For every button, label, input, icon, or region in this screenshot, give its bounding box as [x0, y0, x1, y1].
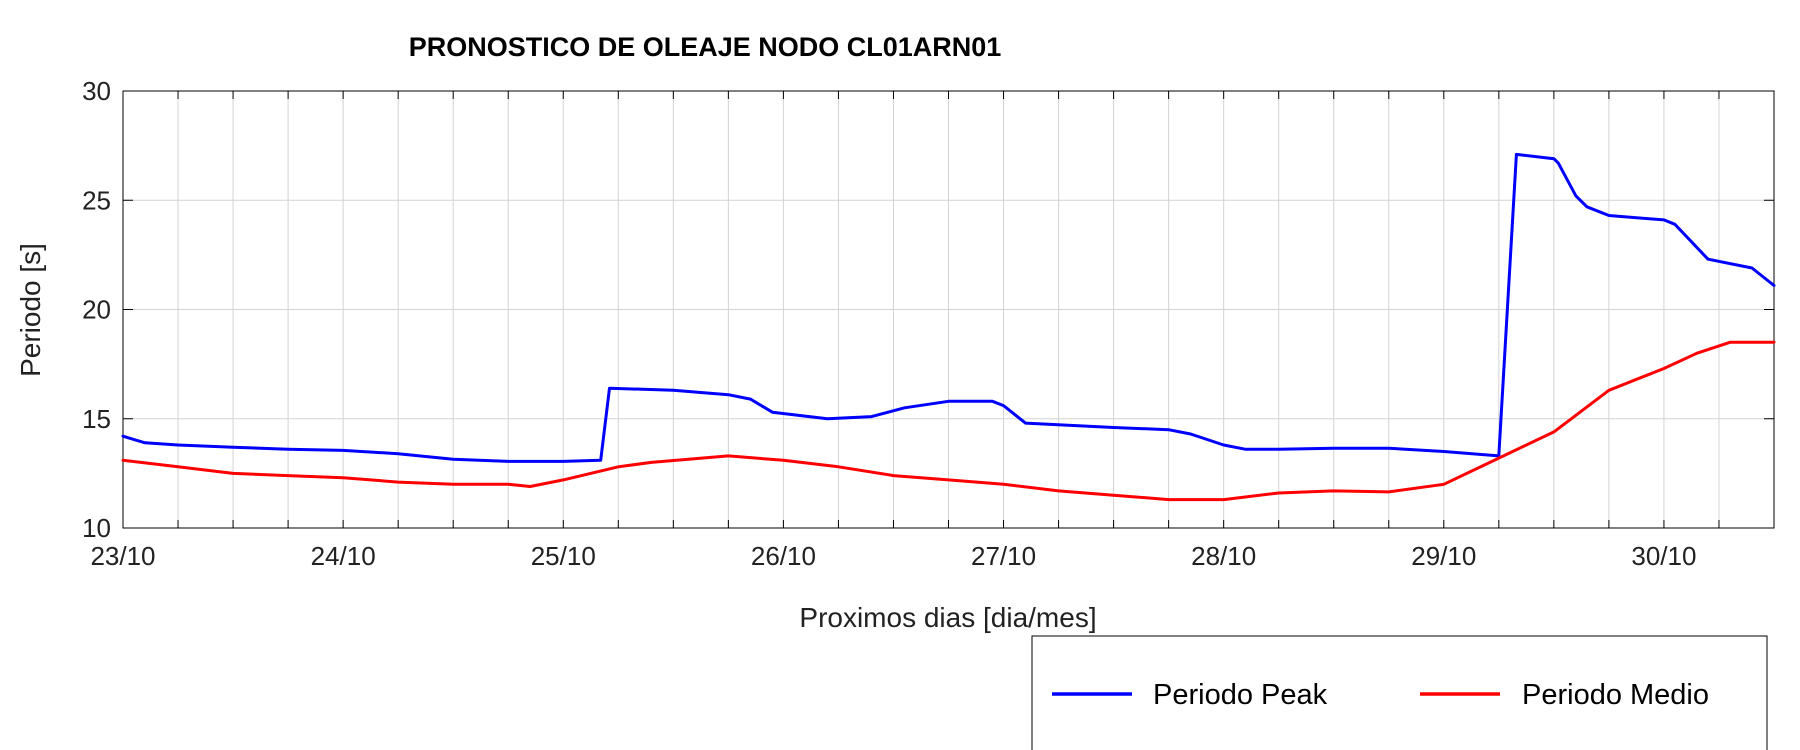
x-tick-label: 29/10: [1411, 541, 1476, 571]
plot-frame: [122, 90, 1775, 529]
legend-box: [1031, 635, 1768, 750]
y-axis-label: Periodo [s]: [15, 243, 46, 377]
y-tick-label: 20: [82, 295, 111, 325]
x-tick-label: 30/10: [1631, 541, 1696, 571]
legend-label-peak: Periodo Peak: [1153, 679, 1328, 711]
x-tick-label: 27/10: [971, 541, 1036, 571]
series-group: [121, 152, 1776, 502]
legend-label-medio: Periodo Medio: [1522, 679, 1709, 711]
x-tick-label: 23/10: [90, 541, 155, 571]
x-tick-label: 24/10: [311, 541, 376, 571]
tick-labels: 10 15 20 25 30 23/10 24/10 25/10 26/10 27/10 28/10…: [82, 76, 1696, 571]
x-tick-label: 26/10: [751, 541, 816, 571]
x-axis-label: Proximos dias [dia/mes]: [799, 602, 1096, 633]
x-tick-label: 25/10: [531, 541, 596, 571]
y-tick-label: 25: [82, 185, 111, 215]
grid: [122, 90, 1775, 529]
y-tick-label: 10: [82, 513, 111, 543]
x-tick-label: 28/10: [1191, 541, 1256, 571]
y-tick-label: 15: [82, 404, 111, 434]
legend: Periodo Peak Periodo Medio: [1031, 635, 1768, 750]
chart-title: PRONOSTICO DE OLEAJE NODO CL01ARN01: [409, 32, 1002, 62]
series-line-1: [121, 340, 1776, 502]
series-line-0: [121, 152, 1776, 463]
y-tick-label: 30: [82, 76, 111, 106]
